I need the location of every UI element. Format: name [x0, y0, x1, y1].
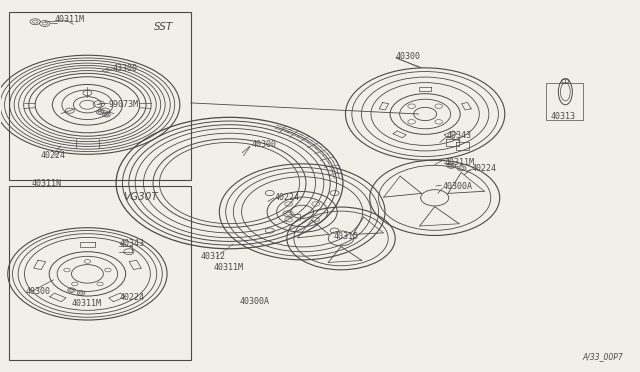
Text: SST: SST: [154, 22, 173, 32]
Bar: [9, 186, 191, 359]
Text: 40311M: 40311M: [54, 15, 84, 23]
Text: 40224: 40224: [41, 151, 66, 160]
Text: 40300: 40300: [26, 287, 51, 296]
Text: 40312: 40312: [201, 252, 226, 262]
Text: 40313: 40313: [550, 112, 575, 121]
Text: 40311M: 40311M: [444, 157, 474, 167]
Bar: [546, 83, 583, 119]
Text: 40300: 40300: [395, 52, 420, 61]
Text: VG30T: VG30T: [123, 192, 157, 202]
Text: 40311N: 40311N: [32, 179, 62, 187]
Text: 40311M: 40311M: [214, 263, 244, 272]
Text: 40343: 40343: [119, 239, 144, 248]
Bar: [9, 13, 191, 180]
Text: 40300A: 40300A: [442, 182, 472, 191]
Text: 40315: 40315: [334, 232, 359, 241]
Text: 40300A: 40300A: [239, 297, 269, 306]
Text: 43300: 43300: [113, 64, 138, 73]
Text: 40224: 40224: [274, 193, 299, 202]
Text: 99073M: 99073M: [108, 100, 138, 109]
Text: 40224: 40224: [119, 293, 144, 302]
Text: 40311M: 40311M: [72, 299, 102, 308]
Text: 40300: 40300: [251, 140, 276, 149]
Text: A/33_00P7: A/33_00P7: [582, 352, 623, 361]
Text: 40343: 40343: [446, 131, 471, 140]
Text: 40224: 40224: [472, 164, 497, 173]
